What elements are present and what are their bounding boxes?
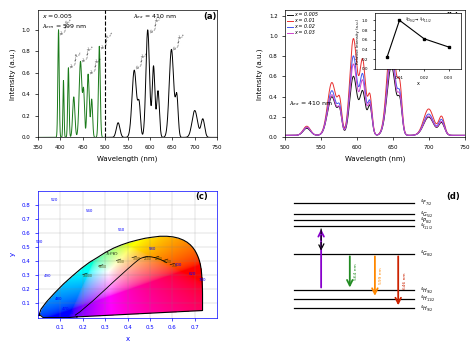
x = 0.005 xyxy=(358,90,364,94)
Text: (c): (c) xyxy=(196,192,209,201)
Text: 700: 700 xyxy=(199,278,206,282)
x = 0.02 xyxy=(384,81,390,85)
x = 0.03 xyxy=(389,57,394,61)
Legend: x = 0.005, x = 0.01, x = 0.02, x = 0.03: x = 0.005, x = 0.01, x = 0.02, x = 0.03 xyxy=(286,12,319,36)
x = 0.03 xyxy=(304,125,310,129)
x = 0.005 xyxy=(384,90,390,94)
x = 0.02 xyxy=(304,125,310,129)
x = 0.03 xyxy=(365,102,371,106)
x = 0.005 xyxy=(283,133,288,138)
Text: 580: 580 xyxy=(149,247,156,251)
x = 0.005 xyxy=(389,64,394,68)
Text: 1500: 1500 xyxy=(164,260,172,263)
Text: 620: 620 xyxy=(189,272,196,276)
Text: $^4H_{9/2}{\to}^4F_{10/2}$: $^4H_{9/2}{\to}^4F_{10/2}$ xyxy=(100,29,117,52)
Text: 600: 600 xyxy=(175,263,182,267)
Text: 564 nm: 564 nm xyxy=(354,263,358,280)
Text: $^4H_{9/2}$: $^4H_{9/2}$ xyxy=(419,285,433,295)
Text: $^4F_{7/2}$: $^4F_{7/2}$ xyxy=(419,198,432,207)
Text: 750: 750 xyxy=(172,264,178,268)
Text: (b): (b) xyxy=(445,12,458,21)
X-axis label: Wavelength (nm): Wavelength (nm) xyxy=(345,156,405,162)
x = 0.005 xyxy=(362,100,368,104)
x = 0.02 xyxy=(365,100,371,104)
x = 0.01 xyxy=(389,32,394,36)
Text: 2500: 2500 xyxy=(144,257,152,261)
x = 0.01 xyxy=(362,77,368,81)
Text: 480: 480 xyxy=(55,297,62,301)
Line: x = 0.005: x = 0.005 xyxy=(285,66,465,135)
Text: $^4G_{8/2}{\to}^4H_{9/2}$: $^4G_{8/2}{\to}^4H_{9/2}$ xyxy=(172,31,188,53)
x = 0.02 xyxy=(389,50,394,54)
x = 0.01 xyxy=(296,132,302,136)
Text: $\lambda_{ex}$ = 410 nm: $\lambda_{ex}$ = 410 nm xyxy=(133,12,177,21)
x = 0.03 xyxy=(362,92,368,97)
x = 0.02 xyxy=(358,74,364,78)
x = 0.03 xyxy=(358,80,364,84)
Text: (a): (a) xyxy=(203,12,216,21)
Text: $x = 0.005$: $x = 0.005$ xyxy=(42,12,73,20)
Text: $^4G_{8/2}$: $^4G_{8/2}$ xyxy=(419,249,433,258)
x = 0.01 xyxy=(384,69,390,73)
Text: 4000: 4000 xyxy=(117,260,125,263)
x = 0.03 xyxy=(462,133,467,138)
x = 0.005 xyxy=(462,133,467,138)
Text: $^4H_{9/2}$: $^4H_{9/2}$ xyxy=(419,303,433,313)
Text: $^4G_{8/2}{\to}^4H_{11/2}$: $^4G_{8/2}{\to}^4H_{11/2}$ xyxy=(148,12,165,36)
x = 0.03 xyxy=(283,133,288,138)
Text: 540: 540 xyxy=(85,209,93,213)
X-axis label: x: x xyxy=(126,336,129,342)
Text: $^4H_{11/2}$: $^4H_{11/2}$ xyxy=(419,294,435,303)
Text: 560: 560 xyxy=(118,228,125,232)
Text: 599 nm: 599 nm xyxy=(379,268,383,284)
Text: $\lambda_{ex}$ = 410 nm: $\lambda_{ex}$ = 410 nm xyxy=(289,99,333,108)
x = 0.02 xyxy=(296,132,302,136)
x = 0.01 xyxy=(365,93,371,97)
Text: 470: 470 xyxy=(62,307,70,311)
Text: $^4P_{8/2}$: $^4P_{8/2}$ xyxy=(419,216,432,225)
Text: 6000: 6000 xyxy=(99,265,107,269)
Text: 10000: 10000 xyxy=(82,274,92,278)
Text: 500: 500 xyxy=(36,240,44,244)
X-axis label: Wavelength (nm): Wavelength (nm) xyxy=(97,156,158,162)
x = 0.005 xyxy=(296,133,302,137)
Text: $^4H_{9/2}{\to}^4G_{4/2}$: $^4H_{9/2}{\to}^4G_{4/2}$ xyxy=(58,16,75,38)
Text: (d): (d) xyxy=(447,192,460,201)
Text: $\lambda_{em}$ = 599 nm: $\lambda_{em}$ = 599 nm xyxy=(42,22,87,31)
Text: 460: 460 xyxy=(66,311,74,315)
Text: $^4H_{9/2}{\to}^4P_{8/2}$: $^4H_{9/2}{\to}^4P_{8/2}$ xyxy=(68,49,85,71)
Y-axis label: y: y xyxy=(10,252,16,256)
x = 0.03 xyxy=(296,132,302,136)
Text: 520: 520 xyxy=(51,198,58,202)
Line: x = 0.02: x = 0.02 xyxy=(285,52,465,135)
Text: $^4G_{8/2}{\to}^4H_{9/2}$: $^4G_{8/2}{\to}^4H_{9/2}$ xyxy=(134,49,151,72)
x = 0.02 xyxy=(362,88,368,92)
x = 0.01 xyxy=(462,133,467,138)
Text: $^4G_{5/2}$: $^4G_{5/2}$ xyxy=(419,210,433,219)
x = 0.01 xyxy=(283,133,288,138)
Text: 490: 490 xyxy=(44,274,52,278)
Text: 3000: 3000 xyxy=(133,257,140,261)
x = 0.03 xyxy=(384,85,390,89)
x = 0.005 xyxy=(304,126,310,131)
Text: 646 nm: 646 nm xyxy=(403,273,407,289)
Text: $^4H_{9/2}{\to}^4H_{7/2}$: $^4H_{9/2}{\to}^4H_{7/2}$ xyxy=(81,43,97,65)
Line: x = 0.03: x = 0.03 xyxy=(285,59,465,135)
x = 0.005 xyxy=(365,105,371,110)
Text: $^4I_{11/2}$: $^4I_{11/2}$ xyxy=(419,222,433,231)
x = 0.02 xyxy=(462,133,467,138)
Text: 2000: 2000 xyxy=(155,257,163,261)
Y-axis label: Intensity (a.u.): Intensity (a.u.) xyxy=(9,48,16,100)
x = 0.01 xyxy=(358,60,364,64)
Line: x = 0.01: x = 0.01 xyxy=(285,34,465,135)
Text: $^4H_{9/2}{\to}^4H_{9/2}$: $^4H_{9/2}{\to}^4H_{9/2}$ xyxy=(88,54,105,77)
x = 0.01 xyxy=(304,124,310,128)
Text: $T_c(°K)$: $T_c(°K)$ xyxy=(105,251,119,258)
x = 0.02 xyxy=(283,133,288,138)
Y-axis label: Intensity (a.u.): Intensity (a.u.) xyxy=(257,48,264,100)
